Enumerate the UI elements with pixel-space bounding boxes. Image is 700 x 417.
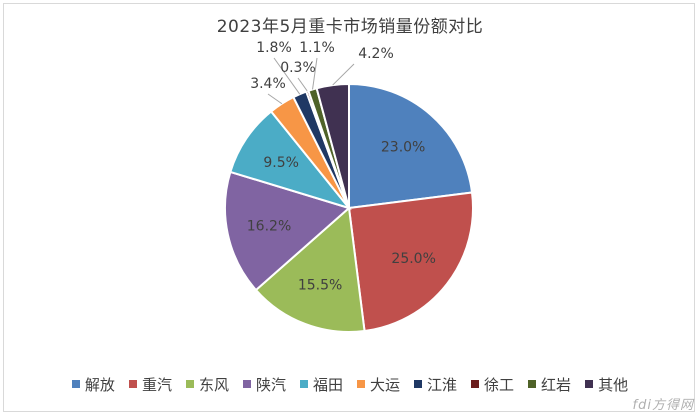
leader-line-7 bbox=[273, 57, 301, 95]
legend-swatch bbox=[471, 380, 480, 388]
leader-line-10 bbox=[332, 63, 355, 86]
data-label-9: 1.1% bbox=[299, 40, 335, 56]
legend-item-2: 重汽 bbox=[128, 374, 172, 395]
legend-swatch bbox=[528, 380, 537, 388]
data-label-4: 16.2% bbox=[247, 218, 291, 234]
legend-label: 徐工 bbox=[484, 375, 515, 394]
legend-item-5: 福田 bbox=[299, 374, 343, 395]
watermark-logo: fdi方得网 bbox=[632, 398, 694, 413]
pie-slice-2 bbox=[347, 191, 474, 333]
legend-label: 福田 bbox=[312, 375, 343, 394]
legend: 解放 重汽 东风 陕汽 福田 大运 江淮 徐工 红岩 其他 bbox=[0, 370, 700, 398]
chart-title: 2023年5月重卡市场销量份额对比 bbox=[216, 17, 484, 37]
chart-frame bbox=[3, 3, 695, 412]
data-label-7: 1.8% bbox=[256, 40, 292, 56]
data-label-5: 9.5% bbox=[263, 155, 299, 171]
data-label-8: 0.3% bbox=[280, 60, 316, 76]
legend-swatch bbox=[242, 380, 251, 388]
leader-line-6 bbox=[267, 93, 283, 105]
pie-slice-3 bbox=[254, 206, 366, 333]
legend-item-1: 解放 bbox=[71, 374, 115, 395]
data-label-6: 3.4% bbox=[250, 76, 286, 92]
legend-label: 其他 bbox=[598, 375, 629, 394]
data-label-1: 23.0% bbox=[381, 140, 425, 156]
legend-label: 红岩 bbox=[541, 375, 572, 394]
legend-swatch bbox=[357, 380, 365, 388]
pie-slice-4 bbox=[224, 170, 352, 292]
legend-label: 解放 bbox=[84, 375, 115, 394]
legend-swatch bbox=[414, 380, 423, 388]
data-label-10: 4.2% bbox=[358, 46, 394, 62]
legend-label: 陕汽 bbox=[255, 375, 286, 394]
legend-item-8: 徐工 bbox=[471, 374, 514, 395]
data-label-3: 15.5% bbox=[298, 278, 342, 294]
legend-item-9: 红岩 bbox=[528, 374, 571, 395]
legend-item-10: 其他 bbox=[585, 374, 628, 395]
leader-line-9 bbox=[312, 57, 318, 90]
legend-swatch bbox=[128, 380, 137, 388]
legend-swatch bbox=[71, 380, 80, 388]
pie-slice-1 bbox=[348, 82, 474, 210]
legend-item-6: 大运 bbox=[357, 374, 400, 395]
leader-line-8 bbox=[297, 77, 308, 92]
legend-swatch bbox=[585, 380, 594, 388]
legend-swatch bbox=[299, 380, 308, 388]
data-label-2: 25.0% bbox=[391, 251, 435, 267]
legend-item-7: 江淮 bbox=[414, 374, 457, 395]
legend-swatch bbox=[185, 380, 194, 388]
legend-label: 大运 bbox=[370, 375, 401, 394]
legend-item-3: 东风 bbox=[185, 374, 229, 395]
legend-label: 江淮 bbox=[427, 375, 458, 394]
legend-label: 东风 bbox=[198, 375, 229, 394]
legend-item-4: 陕汽 bbox=[242, 374, 286, 395]
legend-label: 重汽 bbox=[141, 375, 172, 394]
